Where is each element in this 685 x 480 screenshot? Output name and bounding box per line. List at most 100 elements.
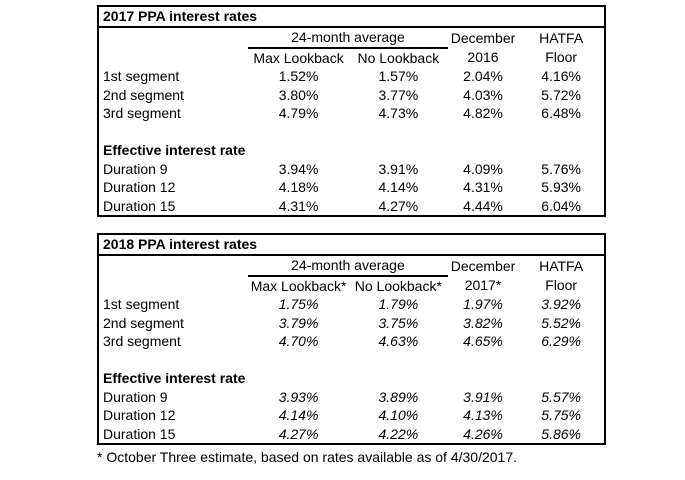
sub-header-row: Max Lookback* No Lookback* 2017* Floor	[99, 276, 604, 296]
spacer-row	[99, 123, 604, 142]
cell-max-lookback: 4.31%	[278, 197, 319, 214]
col-header-max-lookback: Max Lookback*	[250, 277, 347, 294]
cell-december: 4.65%	[463, 333, 503, 350]
cell-hatfa-floor: 5.76%	[541, 160, 581, 177]
rates-grid-2018: 24-month average December HATFA Max Look…	[99, 256, 604, 443]
cell-max-lookback: 4.18%	[278, 179, 319, 196]
row-label: 2nd segment	[103, 86, 184, 103]
cell-hatfa-floor: 5.86%	[541, 425, 581, 442]
rates-grid-2017: 24-month average December HATFA Max Look…	[99, 28, 604, 215]
section-label: Effective interest rate	[103, 142, 246, 159]
cell-no-lookback: 4.73%	[378, 105, 419, 122]
empty-cell	[99, 28, 248, 48]
row-label: 3rd segment	[103, 105, 181, 122]
cell-max-lookback: 4.14%	[278, 407, 319, 424]
table-title-2018: 2018 PPA interest rates	[99, 235, 604, 256]
row-label: Duration 9	[103, 388, 168, 405]
col-header-max-lookback: Max Lookback	[253, 49, 344, 66]
cell-december: 4.44%	[463, 197, 503, 214]
duration-row: Duration 12 4.14% 4.10% 4.13% 5.75%	[99, 406, 604, 425]
segment-row: 1st segment 1.75% 1.79% 1.97% 3.92%	[99, 295, 604, 314]
row-label: Duration 12	[103, 179, 176, 196]
row-label: Duration 12	[103, 407, 176, 424]
cell-no-lookback: 4.27%	[378, 197, 419, 214]
section-label: Effective interest rate	[103, 370, 246, 387]
col-header-year: 2017*	[464, 277, 502, 294]
cell-no-lookback: 1.79%	[378, 296, 419, 313]
row-label: Duration 15	[103, 197, 176, 214]
cell-hatfa-floor: 6.48%	[541, 105, 581, 122]
section-header-row: Effective interest rate	[99, 141, 604, 160]
footnote: * October Three estimate, based on rates…	[97, 449, 517, 465]
duration-row: Duration 15 4.27% 4.22% 4.26% 5.86%	[99, 425, 604, 444]
col-header-hatfa: HATFA	[539, 29, 584, 46]
group-header-24-month-average: 24-month average	[248, 28, 448, 49]
duration-row: Duration 9 3.94% 3.91% 4.09% 5.76%	[99, 160, 604, 179]
cell-hatfa-floor: 5.72%	[541, 86, 581, 103]
cell-no-lookback: 1.57%	[378, 68, 419, 85]
cell-no-lookback: 3.75%	[378, 314, 419, 331]
col-header-no-lookback: No Lookback*	[354, 277, 442, 294]
cell-no-lookback: 4.22%	[378, 425, 419, 442]
duration-row: Duration 15 4.31% 4.27% 4.44% 6.04%	[99, 197, 604, 216]
duration-row: Duration 12 4.18% 4.14% 4.31% 5.93%	[99, 178, 604, 197]
empty-cell	[99, 123, 604, 142]
cell-hatfa-floor: 6.04%	[541, 197, 581, 214]
segment-row: 2nd segment 3.80% 3.77% 4.03% 5.72%	[99, 86, 604, 105]
group-header-row: 24-month average December HATFA	[99, 256, 604, 277]
cell-no-lookback: 4.14%	[378, 179, 419, 196]
cell-december: 3.82%	[463, 314, 503, 331]
cell-hatfa-floor: 4.16%	[541, 68, 581, 85]
cell-hatfa-floor: 5.52%	[541, 314, 581, 331]
cell-december: 4.09%	[463, 160, 503, 177]
row-label: 2nd segment	[103, 314, 184, 331]
cell-max-lookback: 4.27%	[278, 425, 319, 442]
cell-max-lookback: 1.75%	[278, 296, 319, 313]
segment-row: 1st segment 1.52% 1.57% 2.04% 4.16%	[99, 67, 604, 86]
col-header-december: December	[450, 257, 516, 274]
section-header-row: Effective interest rate	[99, 369, 604, 388]
col-header-no-lookback: No Lookback	[357, 49, 440, 66]
cell-december: 3.91%	[463, 388, 503, 405]
empty-cell	[99, 256, 248, 276]
col-header-hatfa: HATFA	[539, 257, 584, 274]
cell-december: 4.26%	[463, 425, 503, 442]
cell-december: 2.04%	[463, 68, 503, 85]
cell-december: 4.13%	[463, 407, 503, 424]
cell-no-lookback: 3.91%	[378, 160, 419, 177]
row-label: 3rd segment	[103, 333, 181, 350]
row-label: Duration 9	[103, 160, 168, 177]
sub-header-row: Max Lookback No Lookback 2016 Floor	[99, 48, 604, 68]
segment-row: 2nd segment 3.79% 3.75% 3.82% 5.52%	[99, 314, 604, 333]
table-title-2017: 2017 PPA interest rates	[99, 7, 604, 28]
cell-december: 4.31%	[463, 179, 503, 196]
cell-no-lookback: 4.10%	[378, 407, 419, 424]
cell-hatfa-floor: 5.75%	[541, 407, 581, 424]
cell-max-lookback: 3.93%	[278, 388, 319, 405]
group-header-row: 24-month average December HATFA	[99, 28, 604, 49]
empty-cell	[99, 48, 248, 68]
group-header-24-month-average: 24-month average	[248, 256, 448, 277]
cell-no-lookback: 3.77%	[378, 86, 419, 103]
cell-max-lookback: 4.70%	[278, 333, 319, 350]
cell-hatfa-floor: 3.92%	[541, 296, 581, 313]
cell-december: 4.82%	[463, 105, 503, 122]
col-header-floor: Floor	[545, 49, 578, 66]
cell-hatfa-floor: 6.29%	[541, 333, 581, 350]
cell-max-lookback: 1.52%	[278, 68, 319, 85]
cell-max-lookback: 3.94%	[278, 160, 319, 177]
cell-no-lookback: 3.89%	[378, 388, 419, 405]
empty-cell	[99, 351, 604, 370]
cell-december: 4.03%	[463, 86, 503, 103]
ppa-rates-table-2017: 2017 PPA interest rates 24-month average…	[97, 5, 606, 217]
ppa-rates-table-2018: 2018 PPA interest rates 24-month average…	[97, 233, 606, 445]
col-header-floor: Floor	[545, 277, 578, 294]
cell-max-lookback: 3.80%	[278, 86, 319, 103]
cell-december: 1.97%	[463, 296, 503, 313]
spacer-row	[99, 351, 604, 370]
cell-no-lookback: 4.63%	[378, 333, 419, 350]
col-header-december: December	[450, 29, 516, 46]
row-label: Duration 15	[103, 425, 176, 442]
empty-cell	[99, 276, 248, 296]
